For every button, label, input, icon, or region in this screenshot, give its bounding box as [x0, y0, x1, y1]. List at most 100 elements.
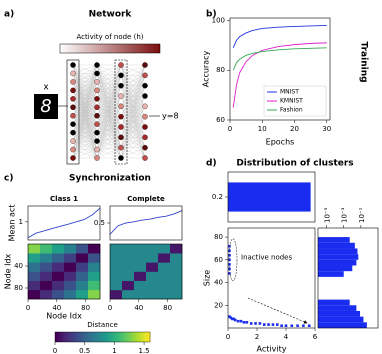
colorbar-slice: [62, 332, 66, 342]
point: [262, 323, 266, 326]
heat-cell: [28, 253, 41, 263]
node: [142, 82, 148, 89]
edge: [96, 64, 122, 74]
colorbar-slice: [134, 332, 137, 342]
node: [70, 146, 76, 153]
edge: [72, 140, 98, 159]
heat-cell: [64, 262, 77, 272]
panel-title: Network: [89, 10, 133, 20]
heat-cell: [76, 289, 89, 300]
frame: [54, 331, 151, 343]
heat-cell: [134, 253, 147, 263]
node: [70, 129, 76, 136]
edge: [96, 85, 122, 125]
y-axis-label: Mean act: [8, 205, 17, 242]
node: [118, 62, 124, 68]
colorbar-slice: [126, 332, 129, 342]
line: [27, 207, 101, 239]
edge: [96, 64, 122, 108]
edge: [96, 64, 122, 128]
colorbar-slice: [58, 332, 62, 342]
colorbar-slice: [86, 332, 89, 342]
point: [290, 324, 294, 328]
point: [228, 315, 231, 318]
heat-cell: [170, 244, 183, 254]
node: [94, 70, 100, 77]
heat-cell: [122, 253, 135, 263]
node: [142, 103, 148, 110]
edge: [72, 64, 98, 91]
panel-title: Distribution of clusters: [236, 159, 353, 169]
colorbar-slice: [114, 332, 117, 342]
colorbar-slice: [108, 332, 111, 342]
edge: [72, 64, 98, 74]
x-tick-label: 10⁻¹: [358, 207, 366, 223]
edge: [72, 90, 98, 159]
bar: [318, 265, 353, 272]
annotation-arrow: [247, 297, 308, 324]
edge: [96, 73, 122, 128]
heat-cell: [76, 244, 89, 254]
node: [118, 103, 124, 110]
colorbar-slice: [76, 332, 80, 342]
edge: [96, 95, 122, 159]
heat-cell: [52, 253, 65, 263]
heat-cell: [88, 280, 101, 291]
x-axis-label: Activity: [257, 345, 287, 354]
x-tick-label: 80: [81, 304, 90, 312]
edge: [96, 85, 122, 133]
edge: [72, 124, 98, 159]
node: [118, 144, 124, 151]
edge: [96, 85, 122, 116]
x-tick-label: 0: [226, 333, 230, 341]
heat-cell: [146, 271, 159, 281]
heat-cell: [134, 262, 147, 272]
legend-label: KMNIST: [280, 98, 303, 105]
edge: [120, 64, 146, 138]
colorbar-slice: [78, 332, 82, 342]
edge: [96, 90, 122, 148]
bar: [318, 299, 350, 306]
heat-cell: [122, 244, 135, 254]
colorbar-slice: [144, 332, 147, 342]
x-tick-label: 10⁻³: [341, 207, 349, 223]
x-tick-label: 0: [53, 347, 57, 354]
heat-cell: [122, 289, 135, 300]
edge: [120, 64, 146, 159]
side-label: Training: [359, 41, 369, 82]
heat-cell: [40, 262, 53, 272]
heat-cell: [64, 244, 77, 254]
y-tick-label: 1: [19, 218, 23, 226]
heat-cell: [88, 262, 101, 272]
colorbar-slice: [82, 332, 85, 342]
y-axis-label: Node Idx: [4, 253, 13, 289]
heat-cell: [146, 244, 159, 254]
edge: [96, 95, 122, 116]
node: [118, 155, 124, 161]
edge: [96, 137, 122, 159]
node: [142, 72, 148, 79]
point: [249, 322, 253, 325]
annotation: Inactive nodes: [241, 254, 292, 262]
edge: [96, 75, 122, 150]
edge: [96, 64, 122, 142]
edge: [96, 64, 122, 116]
colorbar-slice: [122, 332, 125, 342]
heat-cell: [134, 244, 147, 254]
node: [118, 113, 124, 120]
edge: [96, 64, 122, 150]
output-label: y=8: [162, 112, 179, 121]
heat-cell: [88, 289, 101, 300]
legend-label: Fashion: [280, 107, 303, 114]
y-tick-label: 60: [216, 116, 225, 124]
x-tick-label: 0: [108, 304, 112, 312]
colorbar-slice: [55, 332, 58, 342]
point: [276, 323, 279, 326]
bar: [318, 248, 358, 255]
x-axis-label: Node Idx: [46, 312, 82, 321]
point: [267, 323, 270, 326]
heat-cell: [40, 271, 53, 281]
frame: [109, 205, 183, 241]
edge: [96, 73, 122, 117]
